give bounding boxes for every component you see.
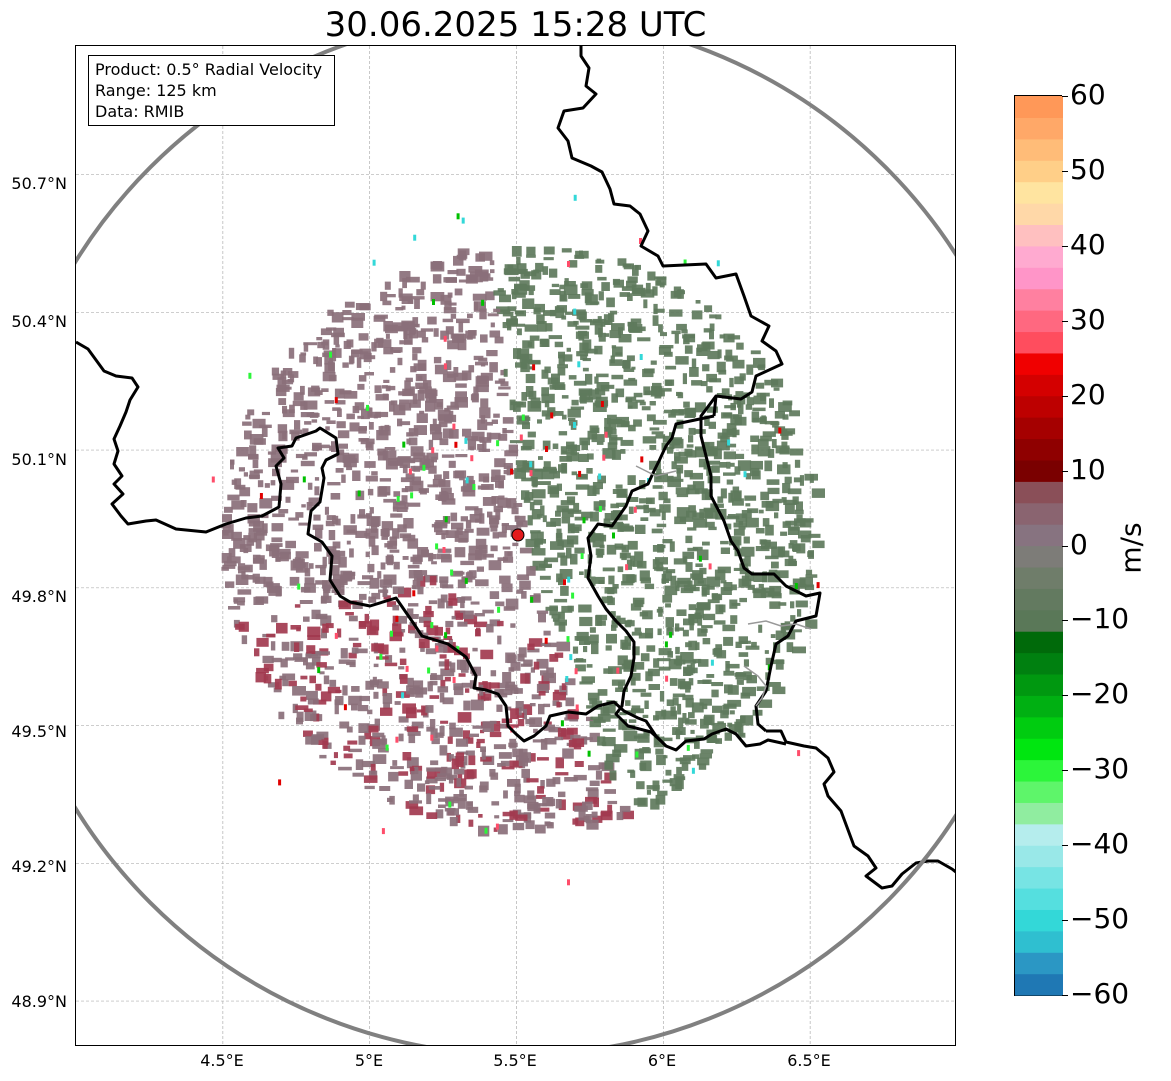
- colorbar-segment: [1015, 716, 1063, 739]
- colorbar-segment: [1015, 887, 1063, 910]
- border-west: [76, 340, 787, 752]
- data-source-label: Data: RMIB: [95, 102, 185, 121]
- range-label: Range: 125 km: [95, 81, 217, 100]
- colorbar-segment: [1015, 631, 1063, 654]
- colorbar-segment: [1015, 545, 1063, 568]
- colorbar-tick-label: 10: [1070, 452, 1106, 486]
- lon-tick-label: 5.5°E: [493, 1051, 537, 1070]
- colorbar-segment: [1015, 780, 1063, 803]
- colorbar-tick: [1062, 245, 1068, 247]
- colorbar-tick-label: −20: [1070, 677, 1130, 711]
- product-info-box: Product: 0.5° Radial Velocity Range: 125…: [88, 55, 335, 126]
- lat-tick-label: 50.1°N: [11, 450, 67, 469]
- colorbar-tick: [1062, 620, 1068, 622]
- colorbar-segment: [1015, 138, 1063, 161]
- lat-tick-label: 49.2°N: [11, 857, 67, 876]
- colorbar-segment: [1015, 845, 1063, 868]
- colorbar-segment: [1015, 181, 1063, 204]
- colorbar-tick-label: −10: [1070, 602, 1130, 636]
- colorbar-tick: [1062, 320, 1068, 322]
- border-north-east: [556, 46, 784, 417]
- colorbar-segment: [1015, 652, 1063, 675]
- colorbar-segment: [1015, 224, 1063, 247]
- colorbar-segment: [1015, 738, 1063, 761]
- colorbar-segment: [1015, 459, 1063, 482]
- border-germany-luxembourg: [699, 395, 822, 733]
- colorbar-tick: [1062, 695, 1068, 697]
- colorbar-segment: [1015, 502, 1063, 525]
- colorbar-segment: [1015, 952, 1063, 975]
- colorbar-segment: [1015, 352, 1063, 375]
- colorbar-tick-label: 60: [1070, 78, 1106, 111]
- radar-map-canvas: [76, 46, 955, 1045]
- lon-tick-label: 5°E: [354, 1051, 384, 1070]
- colorbar-segment: [1015, 374, 1063, 397]
- colorbar-tick: [1062, 995, 1068, 996]
- colorbar-tick: [1062, 770, 1068, 772]
- colorbar-segment: [1015, 203, 1063, 226]
- colorbar-segment: [1015, 481, 1063, 504]
- colorbar-tick: [1062, 470, 1068, 472]
- colorbar-tick-label: −40: [1070, 827, 1130, 861]
- admin-borders: [635, 465, 812, 707]
- colorbar-tick-label: 50: [1070, 152, 1106, 186]
- colorbar-segment: [1015, 866, 1063, 889]
- lat-tick-label: 50.7°N: [11, 174, 67, 193]
- colorbar-tick-label: −30: [1070, 752, 1130, 786]
- colorbar-segment: [1015, 267, 1063, 290]
- colorbar-segment: [1015, 288, 1063, 311]
- map-title: 30.06.2025 15:28 UTC: [324, 5, 707, 45]
- colorbar-segment: [1015, 438, 1063, 461]
- lon-tick-label: 6°E: [647, 1051, 677, 1070]
- colorbar-segment: [1015, 909, 1063, 932]
- colorbar-tick-label: 20: [1070, 377, 1106, 411]
- colorbar-gradient: [1015, 96, 1063, 996]
- colorbar-tick: [1062, 845, 1068, 847]
- radar-site-marker: [511, 528, 525, 542]
- colorbar-segment: [1015, 310, 1063, 333]
- colorbar-segment: [1015, 417, 1063, 440]
- colorbar-segment: [1015, 160, 1063, 183]
- colorbar-segment: [1015, 823, 1063, 846]
- colorbar-segment: [1015, 759, 1063, 782]
- colorbar-tick: [1062, 545, 1068, 547]
- colorbar-tick: [1062, 920, 1068, 922]
- colorbar-segment: [1015, 609, 1063, 632]
- colorbar-segment: [1015, 588, 1063, 611]
- lat-tick-label: 49.8°N: [11, 587, 67, 606]
- colorbar-segment: [1015, 695, 1063, 718]
- lat-tick-label: 49.5°N: [11, 722, 67, 741]
- country-borders: [76, 46, 955, 890]
- velocity-echoes: [211, 194, 825, 886]
- colorbar-segment: [1015, 673, 1063, 696]
- colorbar-segment: [1015, 802, 1063, 825]
- colorbar-segment: [1015, 973, 1063, 996]
- colorbar-segment: [1015, 331, 1063, 354]
- colorbar-unit-label: m/s: [1114, 522, 1148, 574]
- colorbar-segment: [1015, 566, 1063, 589]
- lon-tick-label: 4.5°E: [200, 1051, 244, 1070]
- border-germany-france: [766, 729, 955, 890]
- product-label: Product: 0.5° Radial Velocity: [95, 60, 323, 79]
- colorbar-tick-label: −60: [1070, 977, 1130, 1010]
- colorbar-tick-label: 0: [1070, 527, 1088, 561]
- colorbar-tick: [1062, 395, 1068, 397]
- lat-tick-label: 48.9°N: [11, 992, 67, 1011]
- lon-tick-label: 6.5°E: [787, 1051, 831, 1070]
- radar-map[interactable]: [75, 45, 956, 1046]
- colorbar-segment: [1015, 96, 1063, 118]
- colorbar-segment: [1015, 395, 1063, 418]
- colorbar: [1014, 95, 1063, 996]
- colorbar-segment: [1015, 245, 1063, 268]
- colorbar-tick-label: 30: [1070, 302, 1106, 336]
- colorbar-segment: [1015, 524, 1063, 547]
- border-luxembourg: [586, 414, 715, 748]
- colorbar-segment: [1015, 930, 1063, 953]
- colorbar-tick: [1062, 170, 1068, 172]
- colorbar-tick-label: −50: [1070, 902, 1130, 936]
- lat-tick-label: 50.4°N: [11, 312, 67, 331]
- colorbar-tick-label: 40: [1070, 227, 1106, 261]
- colorbar-segment: [1015, 117, 1063, 140]
- colorbar-tick: [1062, 96, 1068, 97]
